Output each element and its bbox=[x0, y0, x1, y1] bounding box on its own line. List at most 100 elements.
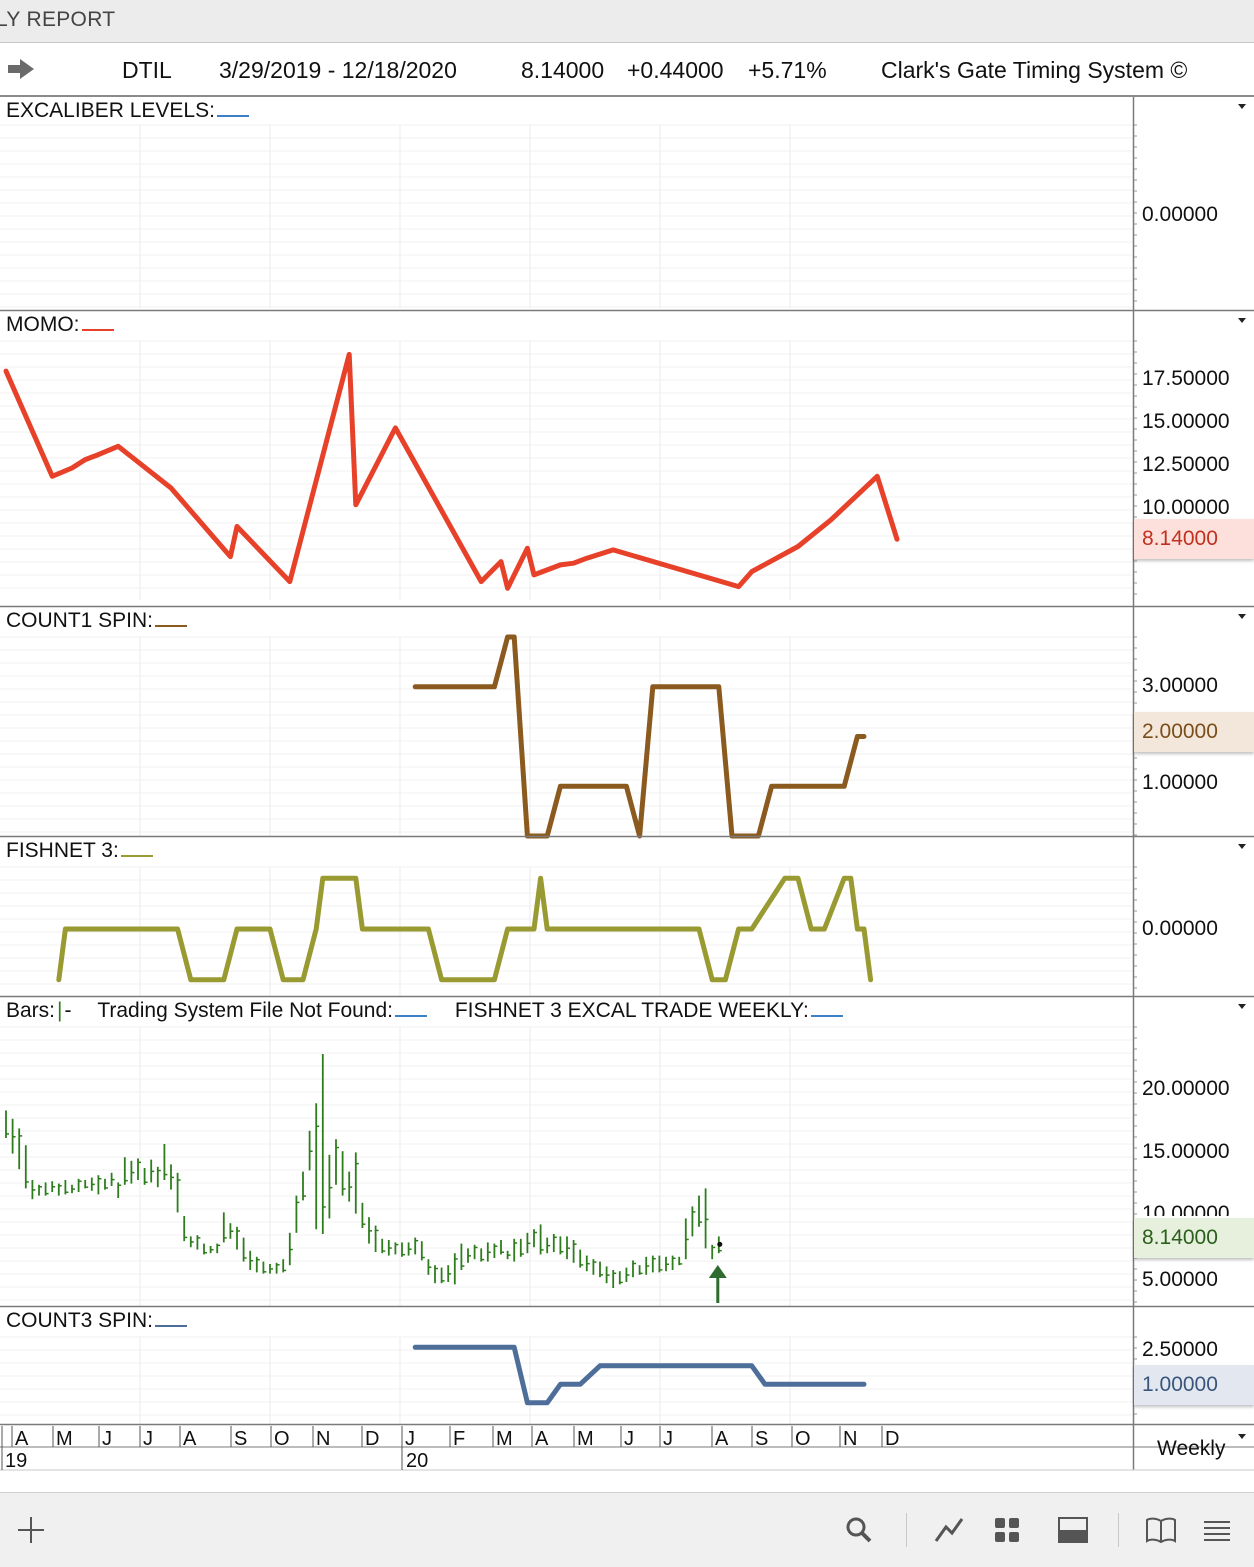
price-bar bbox=[493, 1243, 498, 1258]
period-menu-icon[interactable] bbox=[1238, 1434, 1246, 1439]
price-bar bbox=[84, 1180, 89, 1189]
count3-title[interactable]: COUNT3 SPIN: bbox=[6, 1309, 188, 1333]
book-icon[interactable] bbox=[1144, 1513, 1178, 1547]
count3-ytick: 2.50000 bbox=[1142, 1338, 1218, 1361]
price-bar bbox=[255, 1256, 260, 1273]
grid-layout-icon[interactable] bbox=[990, 1513, 1024, 1547]
price-bar bbox=[625, 1267, 630, 1282]
price-bar bbox=[387, 1240, 392, 1256]
bars-title[interactable]: Bars:|- Trading System File Not Found: F… bbox=[6, 999, 843, 1023]
month-label: F bbox=[453, 1428, 466, 1450]
price-bar bbox=[599, 1261, 603, 1278]
price-bar bbox=[447, 1265, 452, 1282]
symbol-label[interactable]: DTIL bbox=[122, 57, 172, 83]
quote-header: DTIL 3/29/2019 - 12/18/2020 8.14000 +0.4… bbox=[0, 43, 1254, 97]
price-bar bbox=[222, 1212, 227, 1243]
month-label: M bbox=[56, 1428, 73, 1450]
fishnet-swatch bbox=[120, 855, 153, 857]
price-change-pct: +5.71% bbox=[748, 57, 827, 83]
month-label: A bbox=[715, 1428, 729, 1450]
price-bar bbox=[434, 1265, 438, 1284]
price-bar bbox=[90, 1177, 95, 1191]
window-titlebar: LY REPORT bbox=[0, 0, 1254, 43]
price-bar bbox=[236, 1226, 240, 1250]
bars-swatch: | bbox=[57, 999, 63, 1022]
momo-swatch bbox=[81, 329, 114, 331]
menu-icon[interactable] bbox=[1200, 1513, 1234, 1547]
period-selector[interactable]: Weekly bbox=[1157, 1437, 1226, 1460]
price-bar bbox=[704, 1188, 709, 1249]
price-bar bbox=[44, 1182, 49, 1196]
month-label: D bbox=[365, 1428, 380, 1450]
price-bar bbox=[123, 1157, 128, 1185]
count1-swatch bbox=[155, 625, 188, 627]
price-bar bbox=[453, 1253, 458, 1285]
price-bar bbox=[473, 1244, 478, 1260]
price-bar bbox=[572, 1240, 577, 1263]
chart-canvas[interactable] bbox=[0, 96, 1254, 1492]
month-label: A bbox=[15, 1428, 29, 1450]
momo-menu-icon[interactable] bbox=[1238, 318, 1246, 323]
price-bar bbox=[183, 1216, 188, 1242]
add-icon[interactable] bbox=[14, 1513, 48, 1547]
bottom-toolbar bbox=[0, 1492, 1254, 1567]
price-bar bbox=[315, 1103, 320, 1230]
count1-line bbox=[412, 634, 867, 839]
price-bar bbox=[302, 1171, 306, 1201]
momo-ytick: 17.50000 bbox=[1142, 367, 1230, 390]
bars-ytick: 15.00000 bbox=[1142, 1140, 1230, 1163]
month-label: O bbox=[274, 1428, 290, 1450]
search-icon[interactable] bbox=[842, 1513, 876, 1547]
momo-ytick: 15.00000 bbox=[1142, 410, 1230, 433]
price-bar bbox=[691, 1206, 696, 1237]
fishnet-menu-icon[interactable] bbox=[1238, 844, 1246, 849]
price-bar bbox=[480, 1248, 485, 1262]
price-bar bbox=[31, 1180, 36, 1200]
month-label: N bbox=[843, 1428, 858, 1450]
month-label: J bbox=[143, 1428, 153, 1450]
price-bar bbox=[189, 1236, 194, 1248]
price-bar bbox=[401, 1242, 405, 1257]
price-bar bbox=[348, 1171, 353, 1202]
price-bar bbox=[361, 1202, 366, 1228]
draw-line-icon[interactable] bbox=[932, 1513, 966, 1547]
price-bar bbox=[420, 1241, 425, 1261]
price-bar bbox=[618, 1271, 623, 1285]
fishnet-line bbox=[56, 875, 874, 983]
price-bar bbox=[282, 1259, 287, 1273]
count1-menu-icon[interactable] bbox=[1238, 614, 1246, 619]
price-bar bbox=[592, 1259, 597, 1275]
bars-ytick: 5.00000 bbox=[1142, 1268, 1218, 1291]
excaliber-menu-icon[interactable] bbox=[1238, 104, 1246, 109]
price-bar bbox=[374, 1225, 379, 1252]
price-bar bbox=[117, 1182, 122, 1198]
excaliber-swatch bbox=[216, 115, 249, 117]
price-bar bbox=[467, 1248, 471, 1263]
count1-last-tag: 2.00000 bbox=[1134, 712, 1254, 752]
price-bar bbox=[605, 1266, 610, 1284]
panel-icon[interactable] bbox=[1056, 1513, 1090, 1547]
price-bar bbox=[163, 1144, 168, 1180]
price-bar bbox=[533, 1229, 537, 1248]
go-arrow-icon[interactable] bbox=[6, 57, 36, 81]
price-bar bbox=[209, 1246, 214, 1254]
count1-ytick: 3.00000 bbox=[1142, 674, 1218, 697]
count1-title[interactable]: COUNT1 SPIN: bbox=[6, 609, 188, 633]
count3-line bbox=[412, 1344, 867, 1406]
bars-menu-icon[interactable] bbox=[1238, 1004, 1246, 1009]
fishnet-excal-swatch bbox=[810, 1015, 843, 1017]
excaliber-title[interactable]: EXCALIBER LEVELS: bbox=[6, 99, 249, 123]
count3-swatch bbox=[155, 1325, 188, 1327]
momo-ytick: 12.50000 bbox=[1142, 453, 1230, 476]
price-bar bbox=[77, 1178, 82, 1192]
price-bar bbox=[506, 1250, 511, 1260]
month-label: S bbox=[755, 1428, 769, 1450]
chart-series bbox=[3, 351, 900, 1406]
momo-title[interactable]: MOMO: bbox=[6, 313, 114, 337]
price-bar bbox=[651, 1255, 656, 1273]
month-label: N bbox=[316, 1428, 331, 1450]
price-bar bbox=[684, 1218, 689, 1260]
price-bar bbox=[328, 1154, 333, 1219]
fishnet-title[interactable]: FISHNET 3: bbox=[6, 839, 153, 863]
date-range[interactable]: 3/29/2019 - 12/18/2020 bbox=[219, 57, 457, 83]
